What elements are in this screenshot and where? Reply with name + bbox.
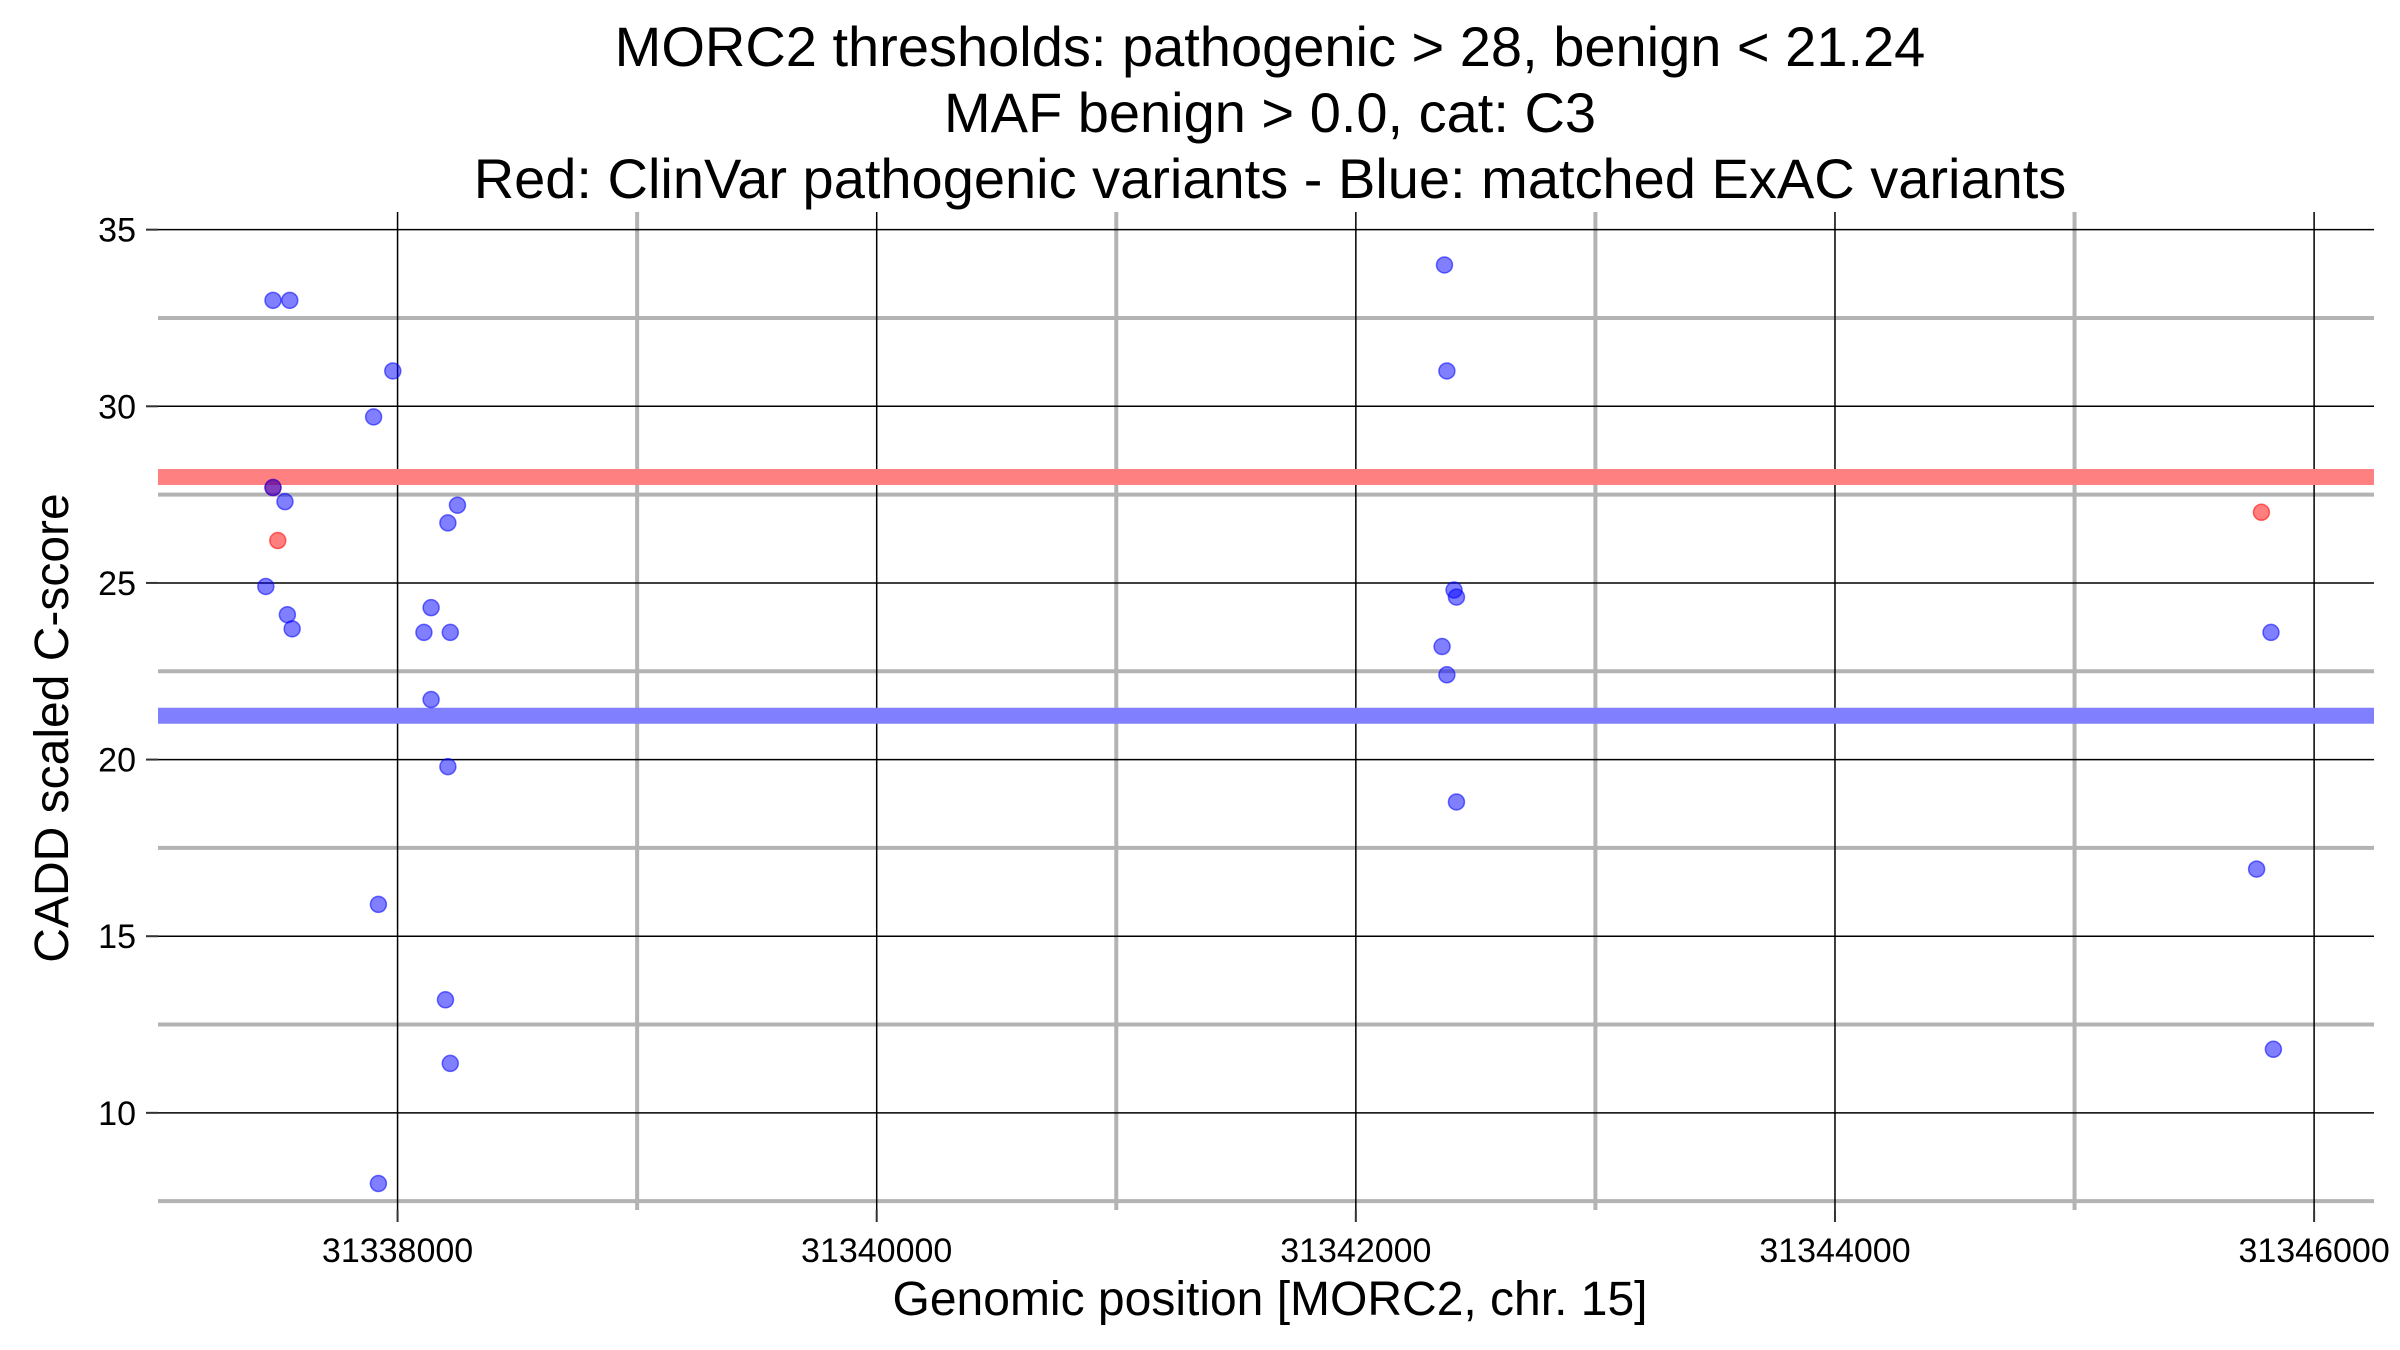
exac-point [264,291,282,310]
y-axis-title: CADD scaled C-score [26,493,79,962]
exac-point [448,496,467,514]
exac-point [436,991,455,1009]
exac-point [281,291,299,310]
exac-point [264,478,282,497]
exac-point [2247,860,2266,878]
exac-point [2264,1040,2283,1059]
y-tick-label: 15 [98,918,136,956]
x-axis-title: Genomic position [MORC2, chr. 15] [893,1273,1648,1326]
exac-point [441,1054,460,1073]
exac-point [441,623,460,642]
exac-point [369,895,388,914]
clinvar-point [269,531,287,550]
y-tick-label: 35 [98,212,136,250]
exac-point [1447,793,1466,811]
y-tick-label: 10 [98,1095,136,1133]
exac-point [1438,362,1456,380]
x-tick-label: 31342000 [1280,1232,1431,1270]
axis-layer: 10 15 20 25 30 35 31338000 31340000 31342000 3134… [98,212,2390,1270]
exac-point [276,492,294,511]
x-tick-label: 31346000 [2238,1232,2389,1270]
exac-point [422,598,440,617]
exac-point [257,577,275,596]
exac-point [2262,623,2280,642]
y-tick-label: 20 [98,742,136,780]
exac-point [369,1174,388,1193]
y-tick-label: 25 [98,565,136,603]
chart-title-line: Red: ClinVar pathogenic variants - Blue:… [474,147,2067,210]
exac-point [364,408,383,426]
chart-title-line: MAF benign > 0.0, cat: C3 [944,81,1596,144]
x-tick-label: 31340000 [801,1232,952,1270]
threshold-layer [158,468,2374,724]
exac-point [415,623,433,642]
grid-layer [158,212,2374,1210]
exac-point [1438,666,1456,684]
x-tick-label: 31338000 [322,1232,473,1270]
y-tick-label: 30 [98,388,136,426]
exac-point [283,620,301,638]
exac-point [422,690,440,709]
chart-title: MORC2 thresholds: pathogenic > 28, benig… [474,15,2067,210]
exac-point [1435,256,1454,274]
exac-point [384,362,402,380]
exac-point [439,514,457,532]
exac-point [1447,588,1466,606]
exac-point [439,757,457,776]
chart-title-line: MORC2 thresholds: pathogenic > 28, benig… [615,15,1926,78]
clinvar-point [2252,503,2271,522]
point-layer [257,256,2283,1193]
exac-point [1433,637,1451,656]
x-tick-label: 31344000 [1759,1232,1910,1270]
